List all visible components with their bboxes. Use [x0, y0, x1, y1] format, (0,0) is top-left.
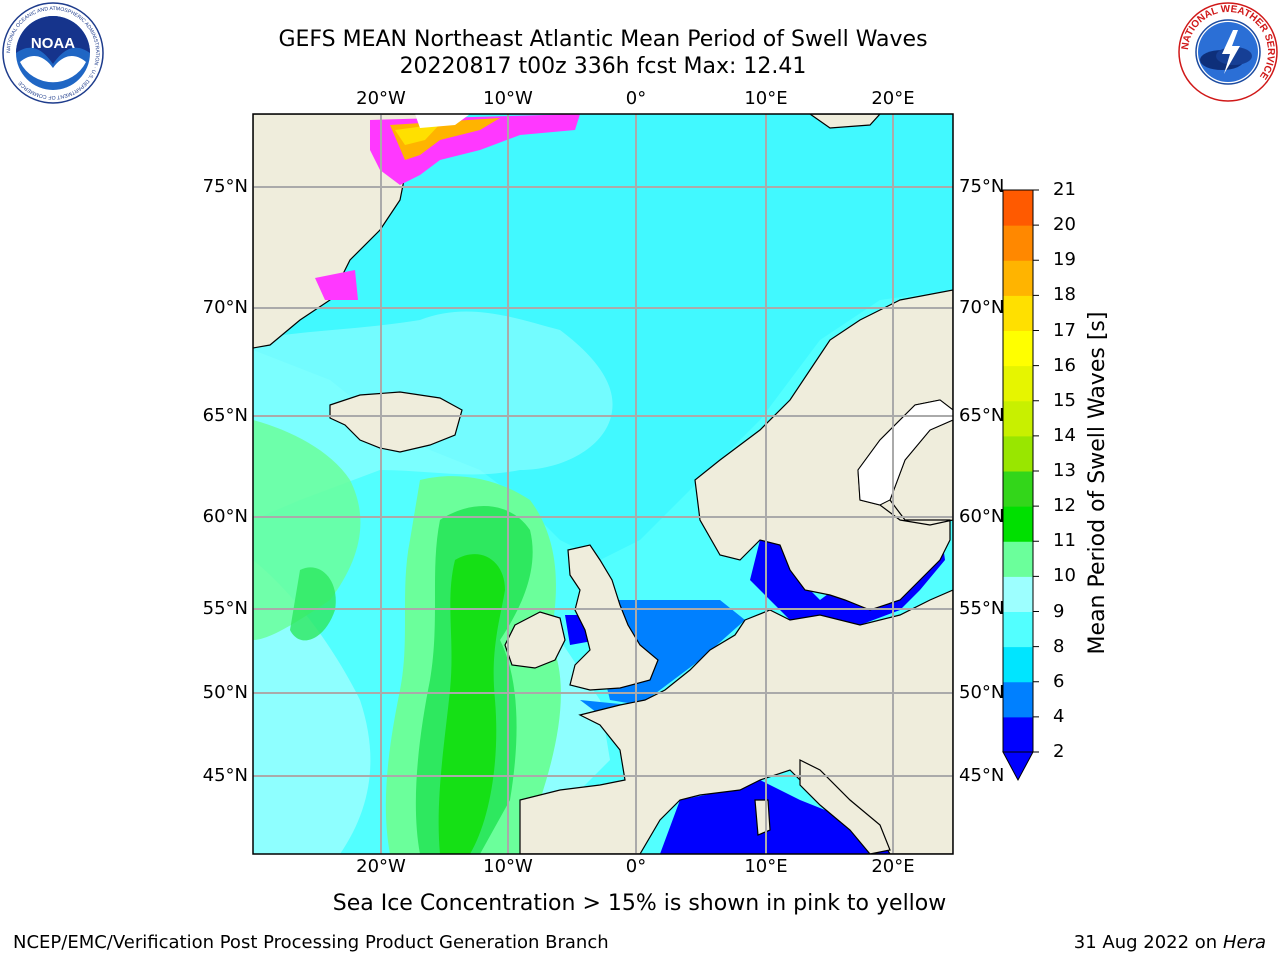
- colorbar-tick-12: 12: [1053, 495, 1076, 517]
- lon-label-bottom-10e: 10°E: [744, 856, 788, 877]
- lat-label-left-65n: 65°N: [202, 405, 248, 426]
- lon-label-top-0: 0°: [625, 88, 647, 109]
- lat-label-right-60n: 60°N: [959, 506, 1005, 527]
- sea-ice-scoresby: [315, 270, 358, 300]
- colorbar-segment-15-16: [1003, 365, 1033, 402]
- colorbar-segment-14-15: [1003, 400, 1033, 437]
- lat-label-right-70n: 70°N: [959, 297, 1005, 318]
- colorbar-tick-21: 21: [1053, 179, 1076, 200]
- gulf-of-bothnia: [857, 399, 953, 506]
- land-europe: [519, 589, 953, 854]
- land-svalbard: [808, 114, 881, 129]
- map-title: GEFS MEAN Northeast Atlantic Mean Period…: [278, 27, 928, 52]
- land-iceland: [329, 391, 463, 453]
- lon-label-bottom-20w: 20°W: [356, 856, 406, 877]
- map-subtitle: 20220817 t00z 336h fcst Max: 12.41: [399, 54, 807, 79]
- colorbar-tick-17: 17: [1053, 319, 1076, 341]
- colorbar-segment-16-17: [1003, 330, 1033, 367]
- colorbar-tick-18: 18: [1053, 284, 1076, 306]
- lon-label-top-10e: 10°E: [744, 88, 788, 109]
- colorbar-tick-2: 2: [1053, 741, 1065, 762]
- land-masses: [253, 114, 953, 854]
- ocean-green-peak: [438, 554, 505, 854]
- lat-label-left-50n: 50°N: [202, 682, 248, 703]
- lon-label-top-10w: 10°W: [483, 88, 533, 109]
- noaa-logo: NOAA NATIONAL OCEANIC AND ATMOSPHERIC AD…: [2, 2, 104, 104]
- lat-label-right-55n: 55°N: [959, 598, 1005, 619]
- colorbar-segment-12-13: [1003, 471, 1033, 507]
- colorbar-segment-9-10: [1003, 576, 1033, 613]
- lon-label-bottom-10w: 10°W: [483, 856, 533, 877]
- lat-label-left-55n: 55°N: [202, 598, 248, 619]
- colorbar-segment-11-12: [1003, 506, 1033, 542]
- lat-label-left-70n: 70°N: [202, 297, 248, 318]
- colorbar-tick-10: 10: [1053, 565, 1076, 587]
- colorbar-tick-16: 16: [1053, 354, 1076, 376]
- colorbar-tick-8: 8: [1053, 635, 1065, 657]
- footer-date-text: 31 Aug 2022 on: [1073, 932, 1218, 953]
- footer-credit: NCEP/EMC/Verification Post Processing Pr…: [13, 932, 609, 953]
- lat-label-left-45n: 45°N: [202, 765, 248, 786]
- lat-label-right-75n: 75°N: [959, 176, 1005, 197]
- colorbar-segment-4-6: [1003, 681, 1033, 718]
- ocean-channel: [580, 700, 630, 715]
- lon-label-top-20w: 20°W: [356, 88, 406, 109]
- colorbar-segment-13-14: [1003, 435, 1033, 472]
- lon-label-bottom-20e: 20°E: [871, 856, 915, 877]
- noaa-logo-text: NOAA: [31, 35, 75, 52]
- ocean-mediterranean: [660, 780, 890, 854]
- lat-label-right-45n: 45°N: [959, 765, 1005, 786]
- land-italy: [799, 759, 891, 854]
- colorbar-segment-19-20: [1003, 225, 1033, 261]
- sea-ice-white: [415, 114, 470, 128]
- colorbar-label: Mean Period of Swell Waves [s]: [1085, 311, 1110, 655]
- lon-label-bottom-0: 0°: [625, 856, 647, 877]
- colorbar-segment-2-4: [1003, 716, 1033, 753]
- footer-machine: Hera: [1222, 932, 1266, 953]
- lon-label-top-20e: 20°E: [871, 88, 915, 109]
- ocean-aqua-southwest: [253, 560, 371, 854]
- colorbar-tick-4: 4: [1053, 705, 1065, 727]
- footer-date: 31 Aug 2022 on Hera: [1074, 933, 1266, 953]
- lat-label-left-75n: 75°N: [202, 176, 248, 197]
- colorbar-segment-8-9: [1003, 611, 1033, 648]
- graticule: [253, 114, 953, 854]
- colorbar-segment-10-11: [1003, 541, 1033, 577]
- lat-label-right-50n: 50°N: [959, 682, 1005, 703]
- colorbar-tick-13: 13: [1053, 460, 1076, 481]
- colorbar-tick-14: 14: [1053, 424, 1076, 446]
- lat-label-left-60n: 60°N: [202, 506, 248, 527]
- colorbar-tick-11: 11: [1053, 530, 1076, 552]
- sea-ice-note: Sea Ice Concentration > 15% is shown in …: [332, 891, 947, 916]
- colorbar-tick-20: 20: [1053, 214, 1076, 236]
- ocean-green-west: [253, 420, 361, 640]
- colorbar: [1002, 189, 1039, 782]
- colorbar-segment-6-8: [1003, 646, 1033, 683]
- colorbar-tick-15: 15: [1053, 389, 1076, 411]
- sea-ice-yellow: [395, 124, 440, 145]
- colorbar-segment-17-18: [1003, 295, 1033, 332]
- sea-ice: [315, 114, 580, 300]
- colorbar-tick-6: 6: [1053, 670, 1065, 692]
- nws-logo: NATIONAL WEATHER SERVICE: [1178, 2, 1278, 102]
- colorbar-segment-20-21: [1003, 190, 1033, 226]
- map-frame: [252, 113, 954, 855]
- colorbar-tick-19: 19: [1053, 249, 1076, 271]
- land-sardinia: [754, 799, 771, 836]
- colorbar-segment-18-19: [1003, 260, 1033, 296]
- ocean-green-patch: [290, 567, 336, 641]
- map-field: [253, 114, 953, 854]
- colorbar-tick-9: 9: [1053, 600, 1065, 622]
- lat-label-right-65n: 65°N: [959, 405, 1005, 426]
